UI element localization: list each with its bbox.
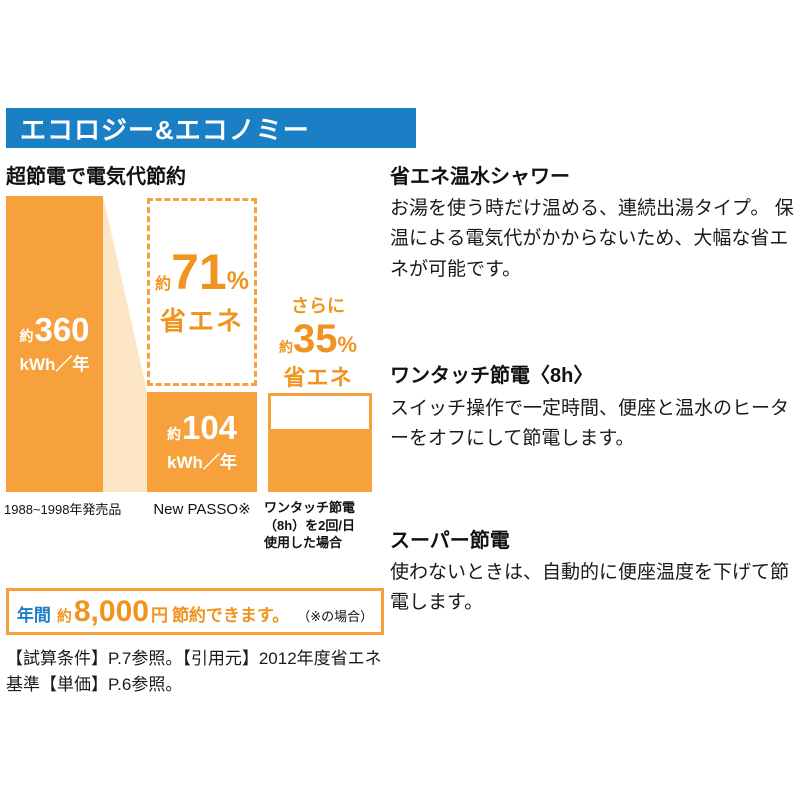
saving2-approx: 約 [278,339,293,355]
saving1-value: 71 [171,243,227,300]
feature-heading-one-touch: ワンタッチ節電〈8h〉 [390,365,594,387]
bar1-value: 360 [34,311,90,349]
saving2-percent: % [337,332,358,357]
savings-summary-box: 年間 約 8,000 円 節約できます。 （※の場合） [6,588,384,635]
bar1-value-row: 約 360 [19,313,89,348]
saving2-value: 35 [292,317,338,361]
summary-yen: 円 [150,606,168,625]
bar2-value-row: 約 104 [167,411,237,446]
chart-bar-one-touch-fill [271,428,369,489]
feature-heading-super-setsuden: スーパー節電 [390,530,510,552]
summary-text: 節約できます。 [171,606,290,625]
saving2-value-row: 約 35 % [262,318,374,360]
saving-35-block: さらに 約 35 % 省エネ [262,292,374,392]
summary-period: 年間 [16,606,51,625]
saving1-percent: % [226,266,249,295]
chart-bar-old-model: 約 360 kWh／年 [6,196,103,492]
saving1-value-row: 約 71 % [155,247,249,297]
chart-bar-new-passo: 約 104 kWh／年 [147,392,257,492]
feature-body-super-setsuden: 使わないときは、自動的に便座温度を下げて節電します。 [390,562,790,614]
feature-body-one-touch: スイッチ操作で一定時間、便座と温水のヒーターをオフにして節電します。 [390,398,790,450]
feature-body-eco-shower: お湯を使う時だけ温める、連続出湯タイプ。 保温による電気代がかからないため、大幅… [390,198,794,280]
saving-71-box: 約 71 % 省エネ [147,198,257,386]
saving2-more: さらに [291,296,345,316]
bar1-category-label: 1988~1998年発売品 [4,502,122,517]
section-title: エコロジー&エコノミー [20,114,310,145]
bar1-approx: 約 [19,328,34,345]
bar2-approx: 約 [166,426,181,443]
saving1-approx: 約 [155,275,172,293]
bar1-unit: kWh／年 [19,354,90,374]
bar2-category-label: New PASSO※ [153,501,251,518]
bar2-unit: kWh／年 [167,452,237,472]
feature-heading-eco-shower: 省エネ温水シャワー [390,166,570,188]
summary-approx: 約 [56,608,72,625]
chart-slope-shade [103,196,147,492]
bar2-value: 104 [181,409,238,447]
footnote: 【試算条件】P.7参照。【引用元】2012年度省エネ基準【単価】P.6参照。 [6,649,382,694]
chart-heading: 超節電で電気代節約 [6,166,186,188]
summary-amount: 8,000 [73,595,149,628]
summary-note: （※の場合） [297,609,374,624]
bar3-category-label: ワンタッチ節電 （8h）を2回/日 使用した場合 [264,500,356,551]
saving2-label: 省エネ [283,365,353,390]
saving1-label: 省エネ [159,305,244,336]
chart-bar-one-touch [268,393,372,492]
section-title-bar: エコロジー&エコノミー [6,108,416,148]
